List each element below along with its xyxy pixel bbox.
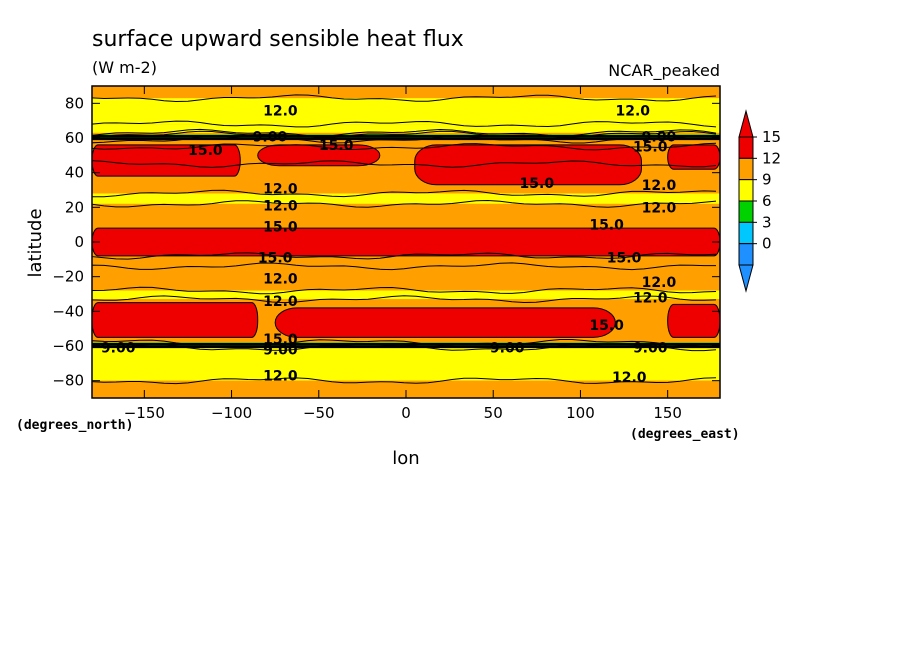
colorbar-segment-2: [738, 200, 754, 223]
contour-label-16: 12.0: [263, 271, 298, 287]
contour-label-18: 12.0: [633, 290, 668, 306]
contour-line-10: [91, 286, 717, 295]
contour-line-12: [91, 295, 717, 304]
max-region-1: [257, 144, 381, 167]
band-12: [92, 347, 720, 381]
contour-label-7: 15.0: [520, 176, 555, 192]
contour-label-17: 12.0: [642, 275, 677, 291]
x-tick-label-1: −100: [211, 404, 252, 422]
y-axis-ticks: 80 60 40 20 0 −20 −40 −60 −80: [52, 94, 720, 390]
contour-line-4: [91, 130, 717, 139]
colorbar-segment-1: [738, 221, 754, 245]
contour-label-23: 9.00: [263, 342, 298, 358]
y-tick-label-7: −60: [52, 337, 84, 355]
band-13: [92, 380, 720, 398]
contour-label-25: 9.00: [633, 341, 668, 357]
contour-label-13: 15.0: [589, 218, 624, 234]
band-9: [92, 290, 720, 300]
contour-line-0: [91, 94, 717, 103]
x-tick-label-0: −150: [124, 404, 165, 422]
colorbar-label-3: 9: [762, 171, 772, 189]
chart-units: (W m-2): [92, 58, 157, 77]
contour-line-11: [91, 262, 716, 271]
y-units-label: (degrees_north): [16, 418, 133, 433]
colorbar-segment-0: [738, 243, 754, 266]
band-4: [92, 139, 720, 147]
y-tick-label-0: 80: [65, 94, 84, 112]
x-tick-label-5: 100: [566, 404, 595, 422]
x-tick-label-3: 0: [401, 404, 411, 422]
y-tick-label-8: −80: [52, 372, 84, 390]
colorbar-label-2: 6: [762, 192, 772, 210]
contour-label-27: 12.0: [612, 370, 647, 386]
colorbar-label-4: 12: [762, 149, 781, 167]
contour-label-2: 9.00: [253, 129, 288, 145]
contour-label-5: 15.0: [319, 138, 354, 154]
contour-label-0: 12.0: [263, 103, 298, 119]
contour-label-3: 9.00: [642, 129, 677, 145]
contour-label-10: 12.0: [263, 199, 298, 215]
contour-line-1: [91, 120, 717, 128]
contour-label-21: 15.0: [263, 332, 298, 348]
colorbar-label-0: 0: [762, 235, 772, 253]
x-axis-ticks: −150 −100 −50 0 50 100 150: [124, 86, 682, 422]
contour-line-8: [91, 199, 717, 208]
contour-label-19: 12.0: [263, 294, 298, 310]
x-tick-label-2: −50: [303, 404, 335, 422]
chart-title: surface upward sensible heat flux: [92, 27, 464, 52]
contour-line-15: [91, 377, 717, 385]
contour-label-15: 15.0: [607, 251, 642, 267]
contour-label-6: 15.0: [633, 140, 668, 156]
contour-line-2: [91, 128, 717, 137]
band-6: [92, 193, 720, 204]
contour-line-7: [91, 160, 717, 168]
colorbar-under-triangle: [738, 264, 754, 293]
max-region-5: [91, 302, 259, 338]
contour-label-20: 15.0: [589, 318, 624, 334]
y-tick-label-1: 60: [65, 129, 84, 147]
max-region-6: [274, 307, 616, 338]
filled-contours: [91, 86, 721, 398]
contour-label-26: 12.0: [263, 368, 298, 384]
band-8: [92, 266, 720, 291]
y-tick-label-2: 40: [65, 164, 84, 182]
y-tick-label-4: 0: [74, 233, 84, 251]
contour-label-4: 15.0: [188, 143, 223, 159]
band-1: [92, 98, 720, 125]
y-tick-label-3: 20: [65, 198, 84, 216]
contour-line-6: [91, 189, 717, 198]
contour-line-9: [91, 252, 717, 260]
colorbar: 0 3 6 9 12 15: [738, 109, 781, 293]
contour-label-9: 12.0: [263, 181, 298, 197]
colorbar-segment-3: [738, 179, 754, 202]
contour-label-8: 12.0: [642, 178, 677, 194]
x-tick-label-6: 150: [653, 404, 682, 422]
colorbar-label-5: 15: [762, 128, 781, 146]
contour-label-24: 9.00: [490, 341, 525, 357]
x-units-label: (degrees_east): [630, 427, 740, 442]
max-region-7: [667, 303, 721, 338]
colorbar-label-1: 3: [762, 213, 772, 231]
x-tick-label-4: 50: [484, 404, 503, 422]
model-name: NCAR_peaked: [608, 61, 720, 81]
contour-line-5: [91, 142, 717, 151]
contour-label-22: 9.00: [101, 341, 136, 357]
y-axis-label: latitude: [25, 208, 46, 277]
colorbar-segment-5: [738, 136, 754, 159]
y-tick-label-6: −40: [52, 302, 84, 320]
contour-lines: [91, 94, 720, 385]
band-2: [92, 124, 720, 133]
contour-label-11: 12.0: [642, 200, 677, 216]
colorbar-over-triangle: [738, 109, 754, 138]
contour-label-12: 15.0: [263, 219, 298, 235]
y-tick-label-5: −20: [52, 268, 84, 286]
colorbar-segment-4: [738, 157, 754, 181]
x-axis-label: lon: [392, 448, 419, 469]
contour-label-14: 15.0: [258, 251, 293, 267]
contour-label-1: 12.0: [616, 103, 651, 119]
